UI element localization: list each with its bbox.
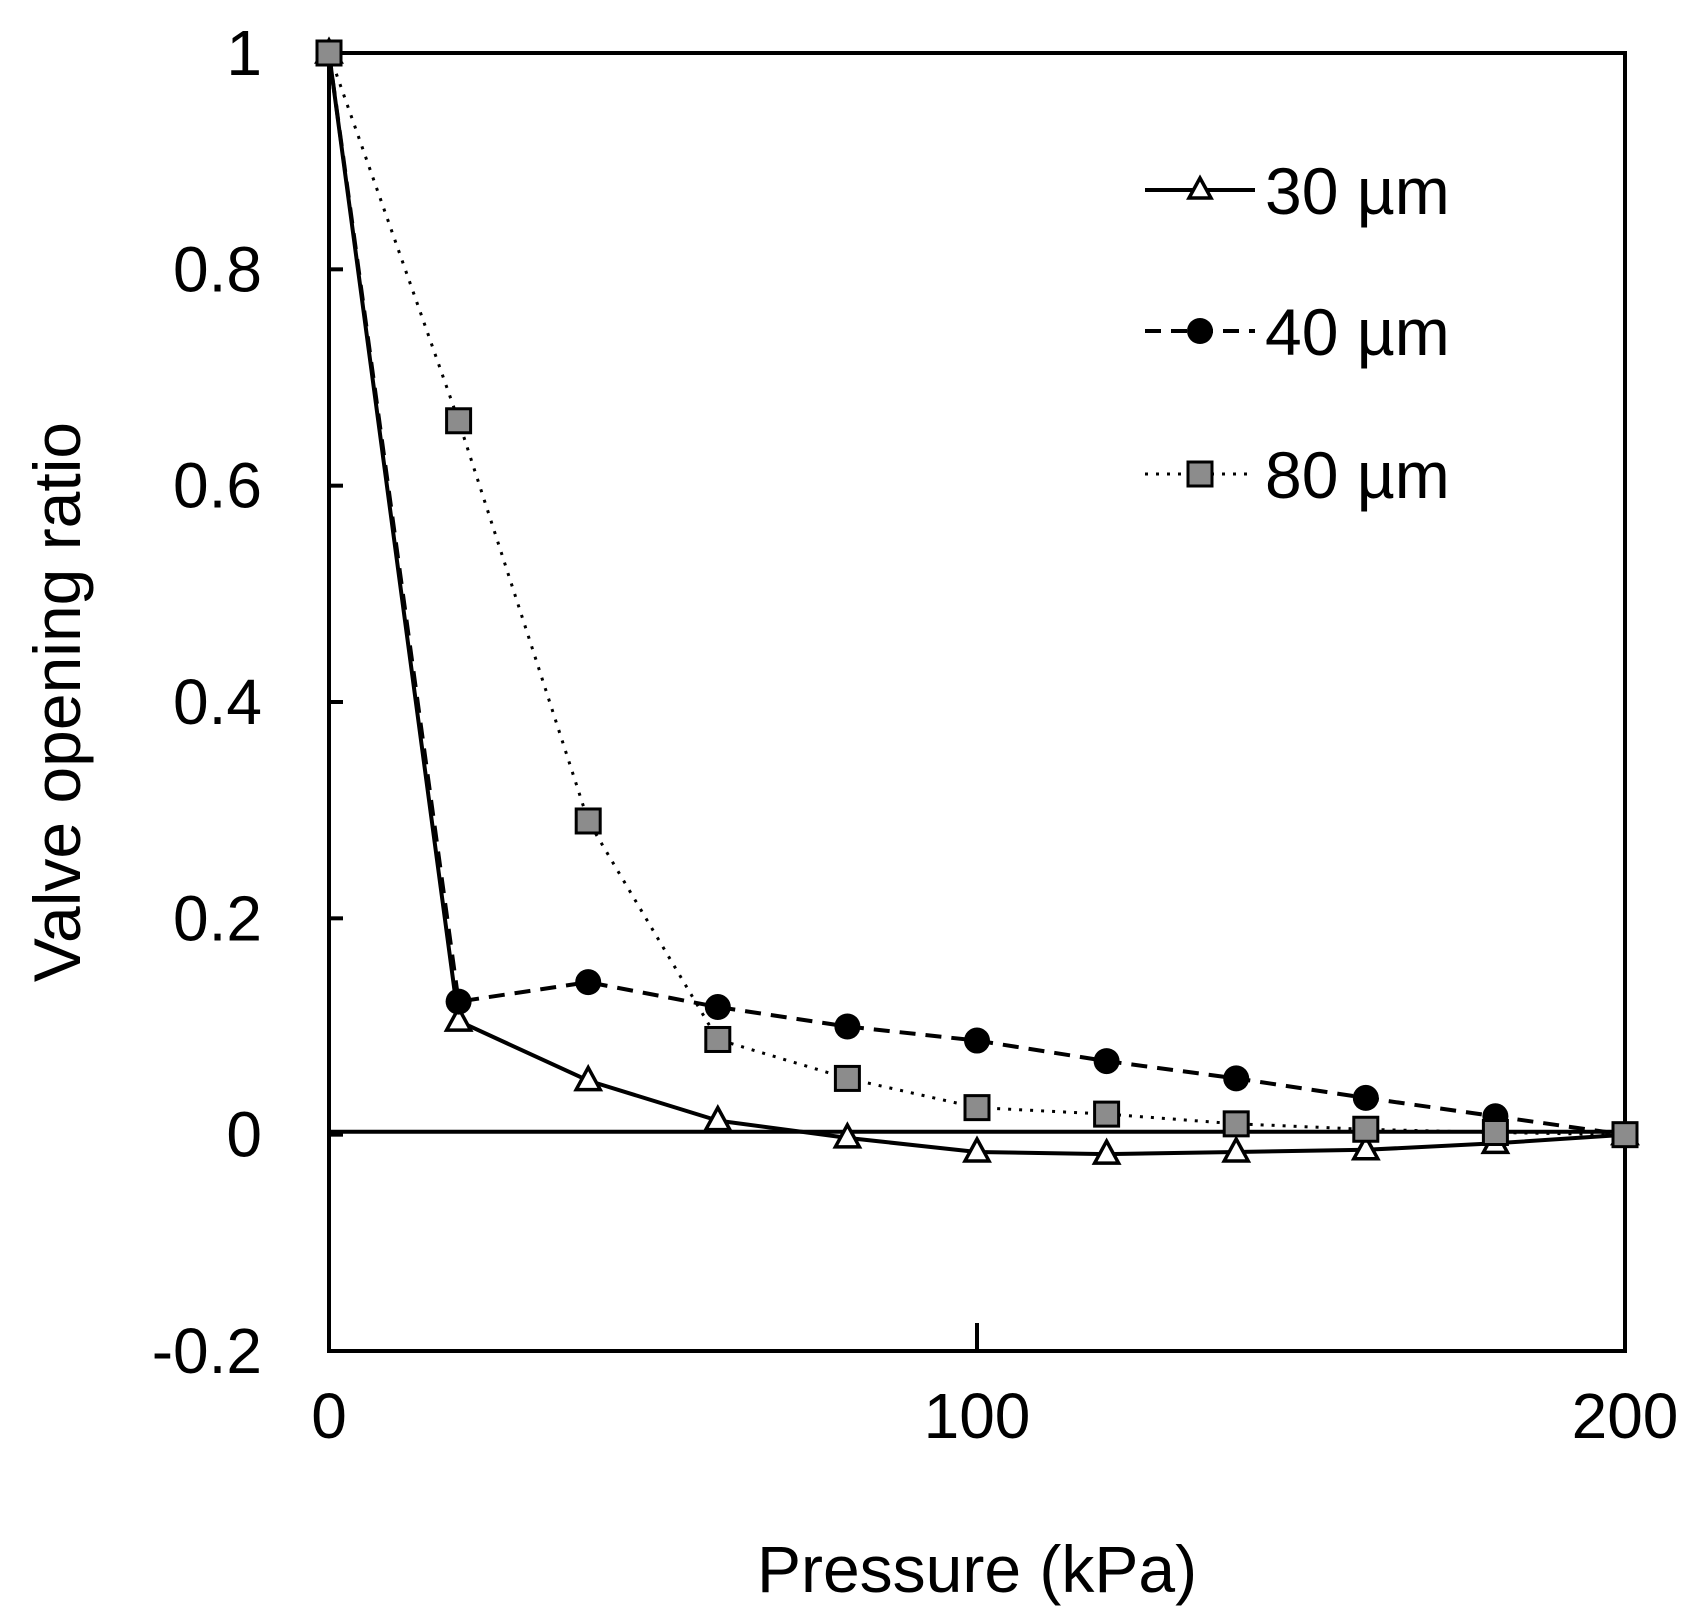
legend-entry-80um: 80 µm bbox=[1145, 438, 1450, 512]
legend-entry-40um: 40 µm bbox=[1145, 295, 1450, 369]
data-point-80um bbox=[1093, 1100, 1121, 1128]
x-tick-label: 100 bbox=[924, 1380, 1031, 1452]
legend-marker-30um bbox=[1186, 174, 1214, 200]
data-point-40um bbox=[834, 1013, 861, 1040]
data-point-80um bbox=[1481, 1119, 1509, 1147]
data-point-40um bbox=[1093, 1048, 1120, 1075]
legend-marker-40um bbox=[1187, 318, 1213, 344]
series-layer bbox=[314, 36, 1640, 1165]
data-point-80um bbox=[1352, 1115, 1380, 1143]
legend-label-40um: 40 µm bbox=[1265, 295, 1450, 369]
x-tick-label: 200 bbox=[1572, 1380, 1679, 1452]
data-point-40um bbox=[575, 969, 602, 996]
data-point-80um bbox=[963, 1094, 991, 1122]
data-point-40um bbox=[1352, 1084, 1379, 1111]
series-line-2 bbox=[327, 52, 1626, 1137]
data-point-80um bbox=[574, 807, 602, 835]
data-point-30um bbox=[1350, 1133, 1381, 1161]
y-axis-title: Valve opening ratio bbox=[20, 422, 94, 982]
data-point-80um bbox=[315, 39, 343, 67]
x-axis-title: Pressure (kPa) bbox=[757, 1532, 1197, 1606]
data-point-30um bbox=[1091, 1137, 1122, 1165]
data-point-30um bbox=[573, 1063, 604, 1092]
y-tick-label: 0.4 bbox=[173, 666, 262, 738]
y-tick-label: 0.2 bbox=[173, 882, 262, 954]
data-point-30um bbox=[1221, 1135, 1252, 1163]
legend-label-80um: 80 µm bbox=[1265, 438, 1450, 512]
data-point-80um bbox=[704, 1025, 732, 1053]
y-axis-ticks: -0.2 0 0.2 0.4 0.6 0.8 1 bbox=[152, 17, 343, 1387]
data-point-80um bbox=[1611, 1121, 1639, 1149]
x-tick-label: 0 bbox=[311, 1380, 347, 1452]
data-point-40um bbox=[964, 1027, 990, 1054]
data-point-80um bbox=[445, 407, 473, 435]
y-tick-label: 0 bbox=[226, 1099, 262, 1171]
data-point-30um bbox=[702, 1103, 733, 1132]
legend-marker-80um bbox=[1186, 460, 1214, 488]
y-tick-label: 0.8 bbox=[173, 233, 262, 305]
data-point-40um bbox=[445, 988, 472, 1015]
legend-label-30um: 30 µm bbox=[1265, 154, 1450, 228]
data-point-30um bbox=[962, 1135, 992, 1163]
y-tick-label: 1 bbox=[226, 17, 262, 89]
x-axis-ticks: 0 100 200 bbox=[311, 1323, 1678, 1452]
data-point-30um bbox=[443, 1004, 474, 1032]
data-point-40um bbox=[704, 994, 731, 1021]
data-point-30um bbox=[832, 1121, 863, 1149]
data-point-80um bbox=[1222, 1110, 1250, 1138]
data-point-40um bbox=[1223, 1065, 1250, 1092]
legend: 30 µm 40 µm 80 µm bbox=[1145, 154, 1450, 512]
y-tick-label: -0.2 bbox=[152, 1315, 262, 1387]
y-tick-label: 0.6 bbox=[173, 450, 262, 522]
legend-entry-30um: 30 µm bbox=[1145, 154, 1450, 228]
data-point-80um bbox=[833, 1064, 861, 1092]
